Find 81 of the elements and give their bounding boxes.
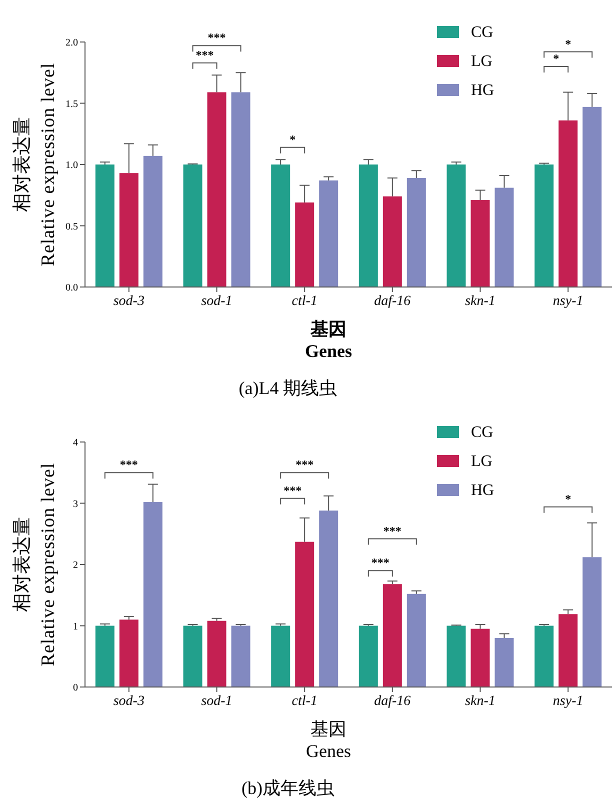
legend-label: LG bbox=[471, 453, 493, 470]
x-tick-label: ctl-1 bbox=[292, 294, 318, 309]
x-tick-label: skn-1 bbox=[465, 294, 496, 309]
y-tick-label: 1.5 bbox=[66, 98, 78, 110]
x-tick-label: daf-16 bbox=[374, 294, 411, 309]
annotation: * bbox=[553, 52, 560, 66]
y-tick-label: 3 bbox=[73, 498, 78, 510]
annotation: * bbox=[565, 36, 572, 51]
bar bbox=[295, 542, 314, 687]
bar bbox=[446, 164, 466, 287]
y-tick-label: 0.5 bbox=[66, 221, 78, 232]
bar bbox=[494, 638, 514, 687]
x-tick-label: nsy-1 bbox=[552, 294, 584, 309]
annotation: *** bbox=[296, 458, 314, 472]
y-axis-title: 相对表达量 Relative expression level bbox=[12, 62, 59, 266]
bar bbox=[534, 626, 554, 687]
bar bbox=[231, 626, 250, 687]
bar bbox=[119, 620, 138, 687]
x-tick-label: sod-1 bbox=[201, 294, 232, 309]
bar bbox=[271, 626, 290, 687]
bar bbox=[358, 626, 378, 687]
bar bbox=[95, 626, 114, 687]
y-tick-label: 0.0 bbox=[66, 282, 78, 294]
bar bbox=[143, 156, 162, 287]
bar bbox=[207, 620, 226, 687]
y-axis-title: 相对表达量 Relative expression level bbox=[12, 462, 59, 666]
bar bbox=[446, 626, 466, 687]
bar bbox=[406, 594, 426, 687]
y-tick-label: 0 bbox=[73, 682, 78, 694]
bar bbox=[582, 106, 602, 287]
bar bbox=[95, 164, 114, 287]
bar bbox=[295, 202, 314, 287]
bar bbox=[558, 614, 578, 687]
bar bbox=[183, 164, 202, 287]
bar bbox=[470, 628, 490, 687]
y-tick-label: 2 bbox=[73, 560, 78, 571]
annotation: *** bbox=[196, 48, 214, 62]
bar bbox=[382, 196, 402, 287]
annotation: *** bbox=[208, 30, 226, 45]
x-tick-label: nsy-1 bbox=[552, 694, 584, 709]
annotation: *** bbox=[284, 483, 302, 498]
legend-label: HG bbox=[471, 482, 495, 499]
annotation: * bbox=[565, 492, 572, 506]
x-tick-label: skn-1 bbox=[465, 694, 496, 709]
bar bbox=[207, 92, 226, 287]
bar bbox=[183, 626, 202, 687]
x-axis-title: 基因 Genes bbox=[305, 319, 352, 361]
x-tick-label: sod-1 bbox=[201, 694, 232, 709]
y-tick-label: 1.0 bbox=[66, 160, 78, 171]
legend-label: CG bbox=[471, 424, 494, 441]
annotation: *** bbox=[383, 524, 402, 538]
bar bbox=[231, 92, 250, 287]
annotation: *** bbox=[120, 458, 138, 472]
bar bbox=[143, 502, 162, 687]
text: (a)L4 期线虫 bbox=[238, 378, 338, 398]
bar bbox=[558, 120, 578, 287]
legend-label: CG bbox=[471, 24, 494, 41]
x-tick-label: daf-16 bbox=[374, 694, 411, 709]
bar bbox=[319, 180, 338, 287]
annotation: * bbox=[290, 132, 296, 146]
bar bbox=[534, 164, 554, 287]
bar bbox=[358, 164, 378, 287]
bar bbox=[319, 510, 338, 687]
y-tick-label: 2.0 bbox=[66, 38, 78, 48]
bar bbox=[582, 557, 602, 687]
bar bbox=[271, 164, 290, 287]
x-tick-label: ctl-1 bbox=[292, 694, 318, 709]
bar bbox=[382, 584, 402, 687]
bar bbox=[494, 188, 514, 287]
y-tick-label: 1 bbox=[73, 621, 78, 632]
x-axis-title: 基因 Genes bbox=[306, 719, 351, 761]
legend-label: LG bbox=[471, 53, 493, 70]
legend-label: HG bbox=[471, 82, 495, 99]
annotation: *** bbox=[371, 556, 390, 570]
bar bbox=[470, 200, 490, 287]
bar bbox=[406, 178, 426, 287]
x-tick-label: sod-3 bbox=[113, 694, 144, 709]
text: (b)成年线虫 bbox=[242, 778, 334, 798]
bar bbox=[119, 173, 138, 287]
x-tick-label: sod-3 bbox=[113, 294, 144, 309]
y-tick-label: 4 bbox=[73, 438, 78, 448]
